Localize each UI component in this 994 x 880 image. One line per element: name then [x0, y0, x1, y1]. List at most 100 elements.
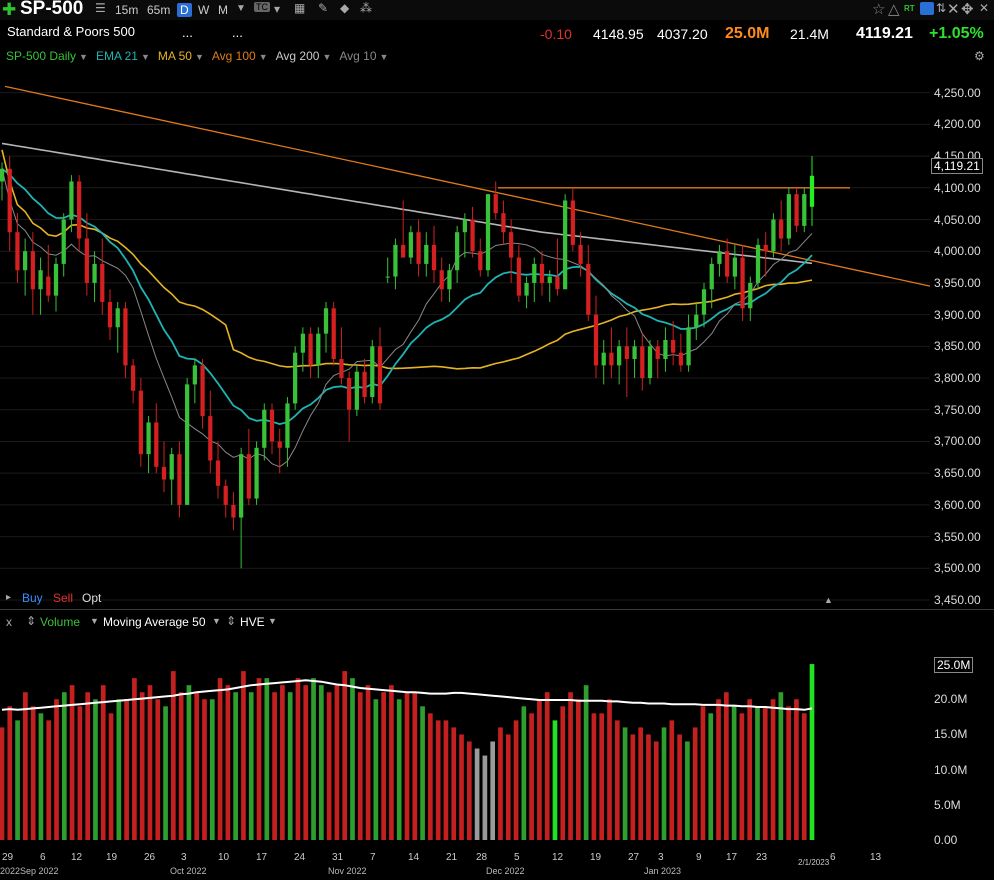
ma50-line: [1, 149, 813, 370]
timeframe-daily[interactable]: D: [177, 3, 192, 17]
volume-bar: [116, 699, 122, 840]
company-name: Standard & Poors 500: [7, 24, 135, 39]
candle-body: [316, 333, 321, 366]
candle-body: [331, 308, 336, 360]
month-label: 2022Sep 2022: [0, 866, 59, 876]
date-tick-label: 17: [256, 852, 268, 863]
legend-dropdown-icon[interactable]: ▼: [194, 52, 204, 62]
legend-item[interactable]: Avg 10: [339, 49, 377, 63]
volume-bar: [303, 685, 309, 840]
hve-label[interactable]: HVE: [240, 615, 265, 629]
volume-bar: [786, 706, 791, 840]
volume-bar: [217, 678, 223, 840]
s-icon[interactable]: [920, 2, 934, 15]
timeframe-dropdown-icon[interactable]: ▼: [236, 3, 246, 14]
grid-icon[interactable]: ▦: [294, 1, 306, 15]
low-value: 4037.20: [657, 26, 708, 42]
close-icon[interactable]: ✕: [979, 1, 990, 15]
volume-bar: [809, 664, 815, 840]
indicator-icon[interactable]: ▾: [274, 2, 281, 16]
star-icon[interactable]: ☆: [872, 1, 886, 18]
candle-body: [779, 219, 784, 239]
timeframe-15m[interactable]: 15m: [115, 3, 139, 17]
volume-bar: [521, 706, 527, 840]
ema21-line: [1, 168, 813, 426]
timeframe-weekly[interactable]: W: [198, 3, 210, 17]
legend-dropdown-icon[interactable]: ▼: [140, 52, 150, 62]
draw-icon[interactable]: ✎: [318, 1, 329, 15]
volume-dropdown-icon[interactable]: ▼: [90, 616, 99, 626]
legend-dropdown-icon[interactable]: ▼: [379, 52, 389, 62]
volume-bar: [194, 692, 200, 840]
legend-item[interactable]: Avg 100: [211, 49, 256, 63]
option-button[interactable]: Opt: [82, 591, 102, 605]
close-pane-icon[interactable]: x: [6, 615, 12, 629]
candle-body: [7, 168, 12, 233]
month-label: Nov 2022: [328, 866, 367, 876]
candle-body: [578, 244, 583, 264]
candle-body: [678, 352, 683, 366]
volume-bar: [334, 685, 340, 840]
volume-bar: [365, 685, 371, 840]
sell-button[interactable]: Sell: [53, 591, 74, 605]
reorder-icon[interactable]: ⇕: [26, 614, 37, 628]
collapse-icon[interactable]: ▲: [824, 595, 833, 605]
candle-body: [609, 352, 614, 366]
volume-bar: [560, 706, 566, 840]
tc-icon[interactable]: TC: [254, 2, 270, 12]
legend-dropdown-icon[interactable]: ▼: [322, 52, 332, 62]
volume-bar: [202, 699, 207, 840]
symbol-title[interactable]: SP-500: [20, 0, 84, 19]
volume-title[interactable]: Volume: [40, 615, 81, 629]
alert-icon[interactable]: △: [888, 1, 900, 18]
date-tick-label: 24: [294, 852, 306, 863]
tag-icon[interactable]: ◆: [340, 1, 350, 15]
volume-bar: [23, 692, 28, 840]
settings-icon[interactable]: ⚙: [974, 49, 985, 63]
timeframe-65m[interactable]: 65m: [147, 3, 171, 17]
legend-item[interactable]: Avg 200: [275, 49, 320, 63]
volume-bar: [459, 734, 464, 840]
candle-body: [177, 454, 182, 505]
price-tick-label: 4,100.00: [934, 180, 981, 195]
avg10-line: [1, 168, 813, 468]
volume-bar: [482, 755, 488, 840]
price-chart[interactable]: [0, 60, 994, 608]
list-icon[interactable]: ☰: [95, 1, 106, 15]
legend-item[interactable]: SP-500 Daily: [6, 49, 77, 63]
candle-body: [593, 314, 599, 366]
legend-item[interactable]: MA 50: [157, 49, 192, 63]
avg-volume-value: 21.4M: [790, 26, 829, 42]
hve-dropdown-icon[interactable]: ▼: [268, 616, 277, 626]
hve-reorder-icon[interactable]: ⇕: [226, 614, 237, 628]
price-tick-label: 4,000.00: [934, 244, 981, 259]
share-icon[interactable]: ⁂: [360, 1, 372, 15]
legend-item[interactable]: EMA 21: [95, 49, 138, 63]
order-expand-icon[interactable]: ▸: [6, 592, 12, 603]
volume-bar: [529, 713, 534, 840]
volume-bar: [209, 699, 215, 840]
add-symbol-icon[interactable]: ✚: [2, 0, 17, 19]
sort-icon[interactable]: ⇅: [936, 1, 947, 15]
timeframe-monthly[interactable]: M: [218, 3, 228, 17]
candle-body: [431, 244, 437, 271]
ma-dropdown-icon[interactable]: ▼: [212, 616, 221, 626]
volume-bar: [685, 741, 690, 840]
move-icon[interactable]: ✥: [961, 1, 974, 18]
candle-body: [77, 181, 82, 239]
candle-body: [462, 219, 467, 233]
pane-divider[interactable]: [0, 609, 994, 610]
buy-button[interactable]: Buy: [22, 591, 43, 605]
candle-body: [671, 340, 676, 353]
date-tick-label: 9: [696, 852, 702, 863]
price-tick-label: 3,450.00: [934, 593, 981, 607]
tools-icon[interactable]: ✕: [947, 1, 960, 18]
legend-dropdown-icon[interactable]: ▼: [258, 52, 268, 62]
volume-bar: [256, 678, 262, 840]
volume-bar: [0, 727, 5, 840]
volume-chart[interactable]: [0, 630, 994, 848]
volume-bar: [404, 692, 410, 840]
moving-average-label[interactable]: Moving Average 50: [103, 615, 206, 629]
candle-body: [516, 257, 521, 296]
legend-dropdown-icon[interactable]: ▼: [79, 52, 88, 62]
